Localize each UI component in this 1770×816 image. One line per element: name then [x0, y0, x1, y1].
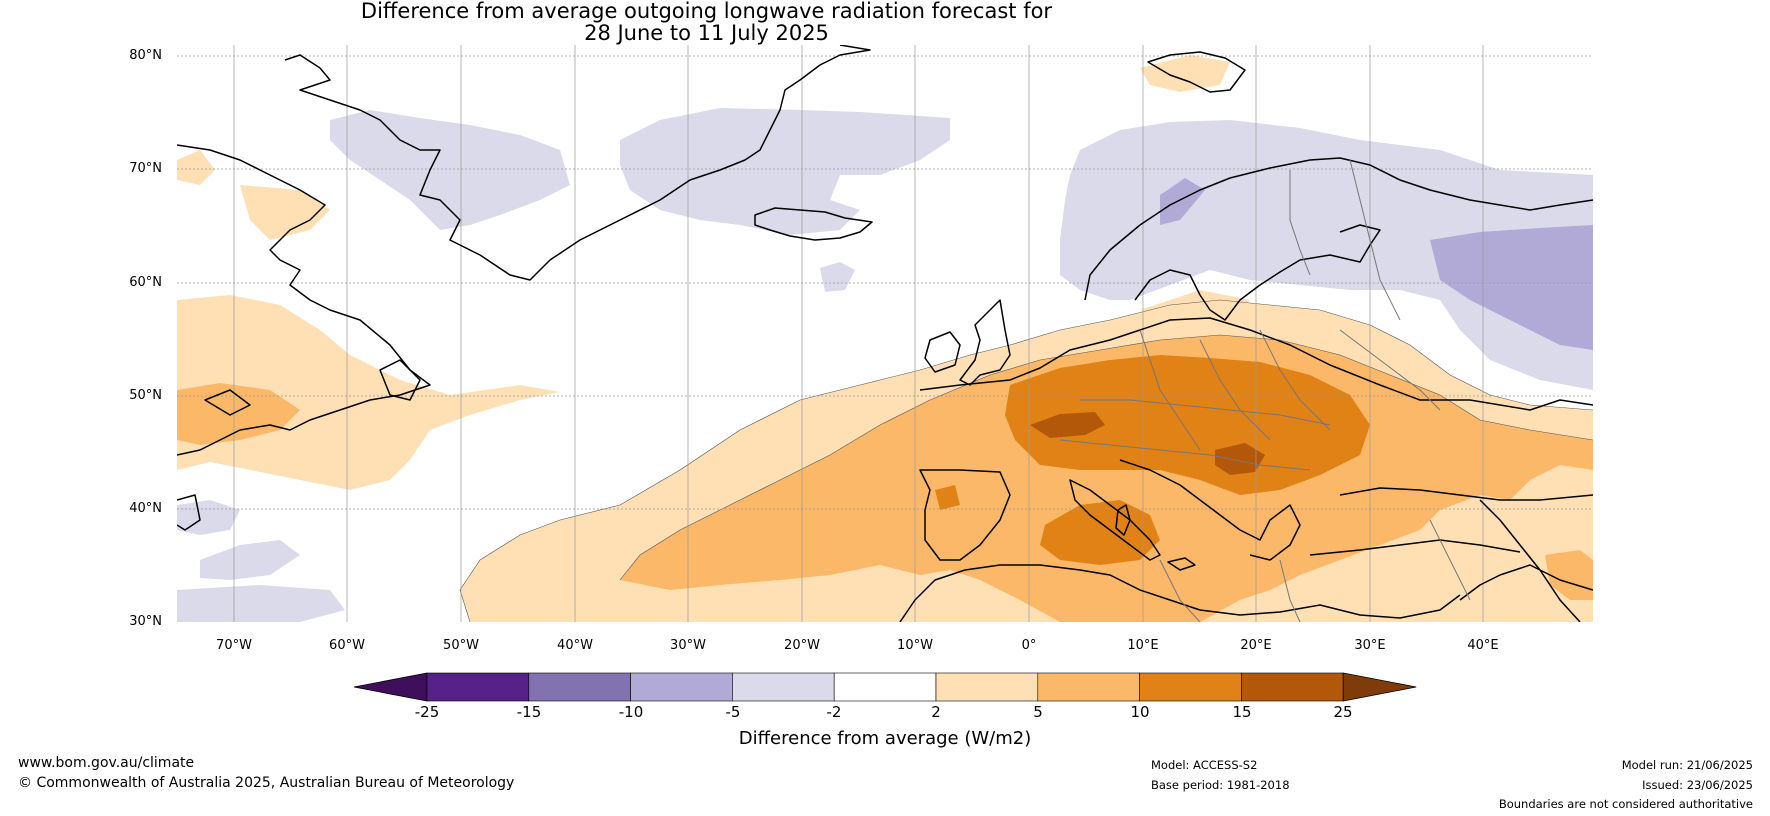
colorbar-segment — [1241, 672, 1344, 702]
lon-label-10e: 10°E — [1127, 638, 1159, 653]
lon-label-40e: 40°E — [1467, 638, 1499, 653]
map-title-line1: Difference from average outgoing longwav… — [360, 0, 1053, 23]
colorbar-tick: 5 — [1033, 703, 1043, 721]
footer-issued: Issued: 23/06/2025 — [1642, 778, 1753, 792]
colorbar-tick: -5 — [725, 703, 741, 721]
country-borders — [1059, 159, 1471, 622]
colorbar-tick: 2 — [931, 703, 941, 721]
colorbar-segment — [1139, 672, 1242, 702]
lat-label-50n: 50°N — [129, 388, 162, 403]
lat-label-70n: 70°N — [129, 161, 162, 176]
footer-model: Model: ACCESS-S2 — [1151, 758, 1258, 772]
footer-base-period: Base period: 1981-2018 — [1151, 778, 1290, 792]
colorbar-tick: 25 — [1333, 703, 1353, 721]
lon-label-40w: 40°W — [557, 638, 593, 653]
coastlines — [177, 45, 1593, 622]
lon-label-30w: 30°W — [670, 638, 706, 653]
lon-label-10w: 10°W — [897, 638, 933, 653]
map-title-line2: 28 June to 11 July 2025 — [584, 21, 829, 45]
lon-label-70w: 70°W — [216, 638, 252, 653]
colorbar-tick: -25 — [414, 703, 440, 721]
colorbar-label: Difference from average (W/m2) — [738, 728, 1032, 749]
footer-copyright: © Commonwealth of Australia 2025, Austra… — [18, 775, 515, 791]
colorbar-tick: -10 — [618, 703, 644, 721]
colorbar-tick: 15 — [1232, 703, 1252, 721]
colorbar-segment — [1037, 672, 1140, 702]
footer-model-run: Model run: 21/06/2025 — [1621, 758, 1753, 772]
lat-label-60n: 60°N — [129, 275, 162, 290]
lon-label-30e: 30°E — [1354, 638, 1386, 653]
colorbar-segment — [426, 672, 530, 702]
colorbar-extend-low — [353, 672, 428, 702]
colorbar-tick: -2 — [826, 703, 842, 721]
lat-label-30n: 30°N — [129, 614, 162, 629]
colorbar-segment — [732, 672, 835, 702]
lon-label-0: 0° — [1021, 638, 1037, 653]
lon-label-20w: 20°W — [784, 638, 820, 653]
footer-url: www.bom.gov.au/climate — [18, 755, 195, 771]
colorbar-tick: -15 — [516, 703, 542, 721]
colorbar-segment — [630, 672, 733, 702]
colorbar-extend-high — [1342, 672, 1417, 702]
colorbar-tick: 10 — [1130, 703, 1150, 721]
graticule — [177, 45, 1593, 622]
lat-label-80n: 80°N — [129, 48, 162, 63]
lon-label-50w: 50°W — [443, 638, 479, 653]
lon-label-60w: 60°W — [329, 638, 365, 653]
colorbar-segment — [528, 672, 631, 702]
colorbar-segment — [833, 672, 937, 702]
footer-boundaries-note: Boundaries are not considered authoritat… — [1498, 797, 1753, 811]
lon-label-20e: 20°E — [1240, 638, 1272, 653]
lat-label-40n: 40°N — [129, 501, 162, 516]
colorbar-segment — [935, 672, 1039, 702]
